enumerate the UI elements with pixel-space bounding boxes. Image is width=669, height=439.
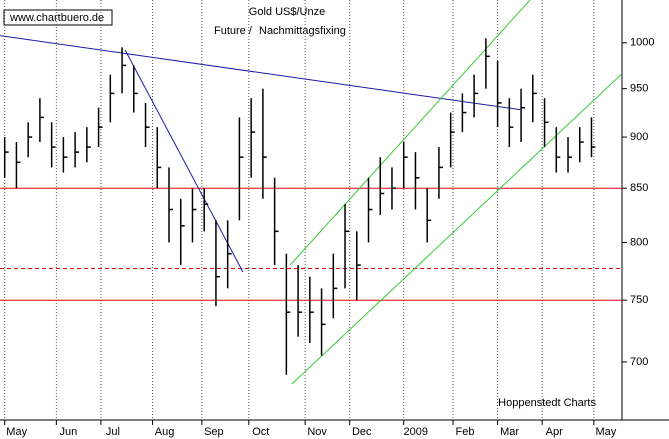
x-tick-label: Jun bbox=[59, 426, 77, 438]
trend-line bbox=[289, 0, 531, 266]
x-tick-label: Oct bbox=[252, 426, 269, 438]
y-tick-label: 800 bbox=[630, 236, 648, 248]
watermark: www.chartbuero.de bbox=[9, 12, 104, 24]
x-tick-label: Aug bbox=[155, 426, 175, 438]
subtitle-part: Future / bbox=[214, 25, 253, 37]
y-tick-label: 950 bbox=[630, 83, 648, 95]
y-tick-label: 750 bbox=[630, 294, 648, 306]
x-tick-label: Feb bbox=[456, 426, 475, 438]
x-tick-label: May bbox=[595, 426, 616, 438]
x-tick-label: 2009 bbox=[403, 426, 427, 438]
plot-area bbox=[0, 0, 622, 420]
trend-line bbox=[0, 35, 521, 111]
y-tick-label: 850 bbox=[630, 182, 648, 194]
x-tick-label: Mar bbox=[500, 426, 519, 438]
chart-title: Gold US$/Unze bbox=[249, 6, 325, 18]
trend-line bbox=[124, 49, 244, 273]
x-tick-label: Sep bbox=[204, 426, 224, 438]
watermark-box bbox=[3, 9, 113, 26]
y-tick-label: 700 bbox=[630, 356, 648, 368]
trend-line bbox=[291, 73, 622, 385]
y-tick-label: 900 bbox=[630, 131, 648, 143]
credit: Hoppenstedt Charts bbox=[498, 397, 596, 409]
x-tick-label: Nov bbox=[307, 426, 327, 438]
x-tick-label: Dec bbox=[352, 426, 372, 438]
x-tick-label: May bbox=[6, 426, 27, 438]
subtitle-part: Nachmittagsfixing bbox=[259, 25, 346, 37]
x-tick-label: Jul bbox=[106, 426, 120, 438]
x-tick-label: Apr bbox=[546, 426, 563, 438]
y-tick-label: 1000 bbox=[630, 37, 654, 49]
